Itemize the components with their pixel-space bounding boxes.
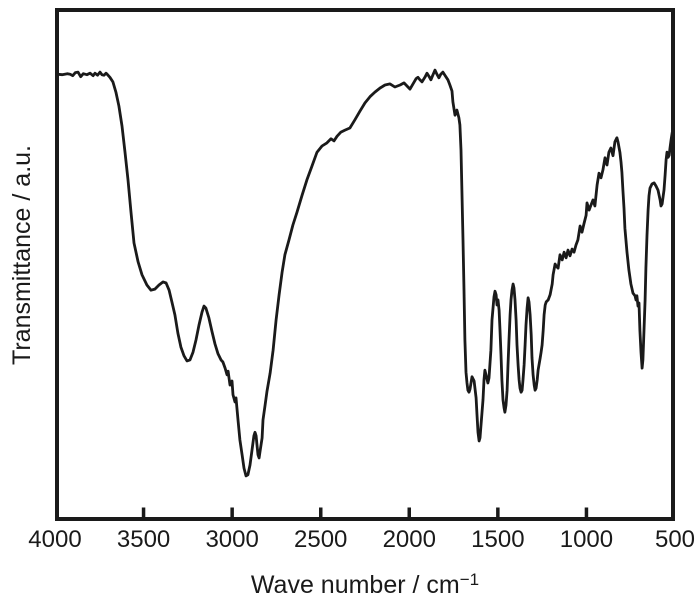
x-tick-mark [55,507,57,517]
x-tick-label: 500 [654,526,696,553]
x-tick-mark [407,507,411,517]
x-axis-label-text: Wave number / cm [250,571,460,599]
spectrum-curve [55,68,675,478]
x-tick-label: 4000 [28,526,82,553]
x-tick-label: 2500 [294,526,348,553]
x-tick-labels: 4000 3500 3000 2500 2000 1500 1000 500 [0,527,700,557]
y-axis-label: Transmittance / a.u. [8,145,36,365]
axis-frame [55,8,675,521]
plot-area [55,8,675,521]
x-tick-mark [319,507,323,517]
x-axis-label-exponent: −1 [459,570,480,589]
x-tick-mark [496,507,500,517]
x-axis-label: Wave number / cm−1 [55,570,675,600]
plot-container [55,8,675,521]
x-tick-label: 3000 [205,526,259,553]
x-tick-mark [584,507,589,517]
x-tick-mark [673,507,675,517]
x-tick-label: 1500 [471,526,525,553]
x-tick-label: 2000 [382,526,436,553]
x-tick-mark [141,507,146,517]
x-tick-label: 3500 [116,526,171,553]
x-tick-mark [230,507,234,517]
x-tick-label: 1000 [559,526,614,553]
